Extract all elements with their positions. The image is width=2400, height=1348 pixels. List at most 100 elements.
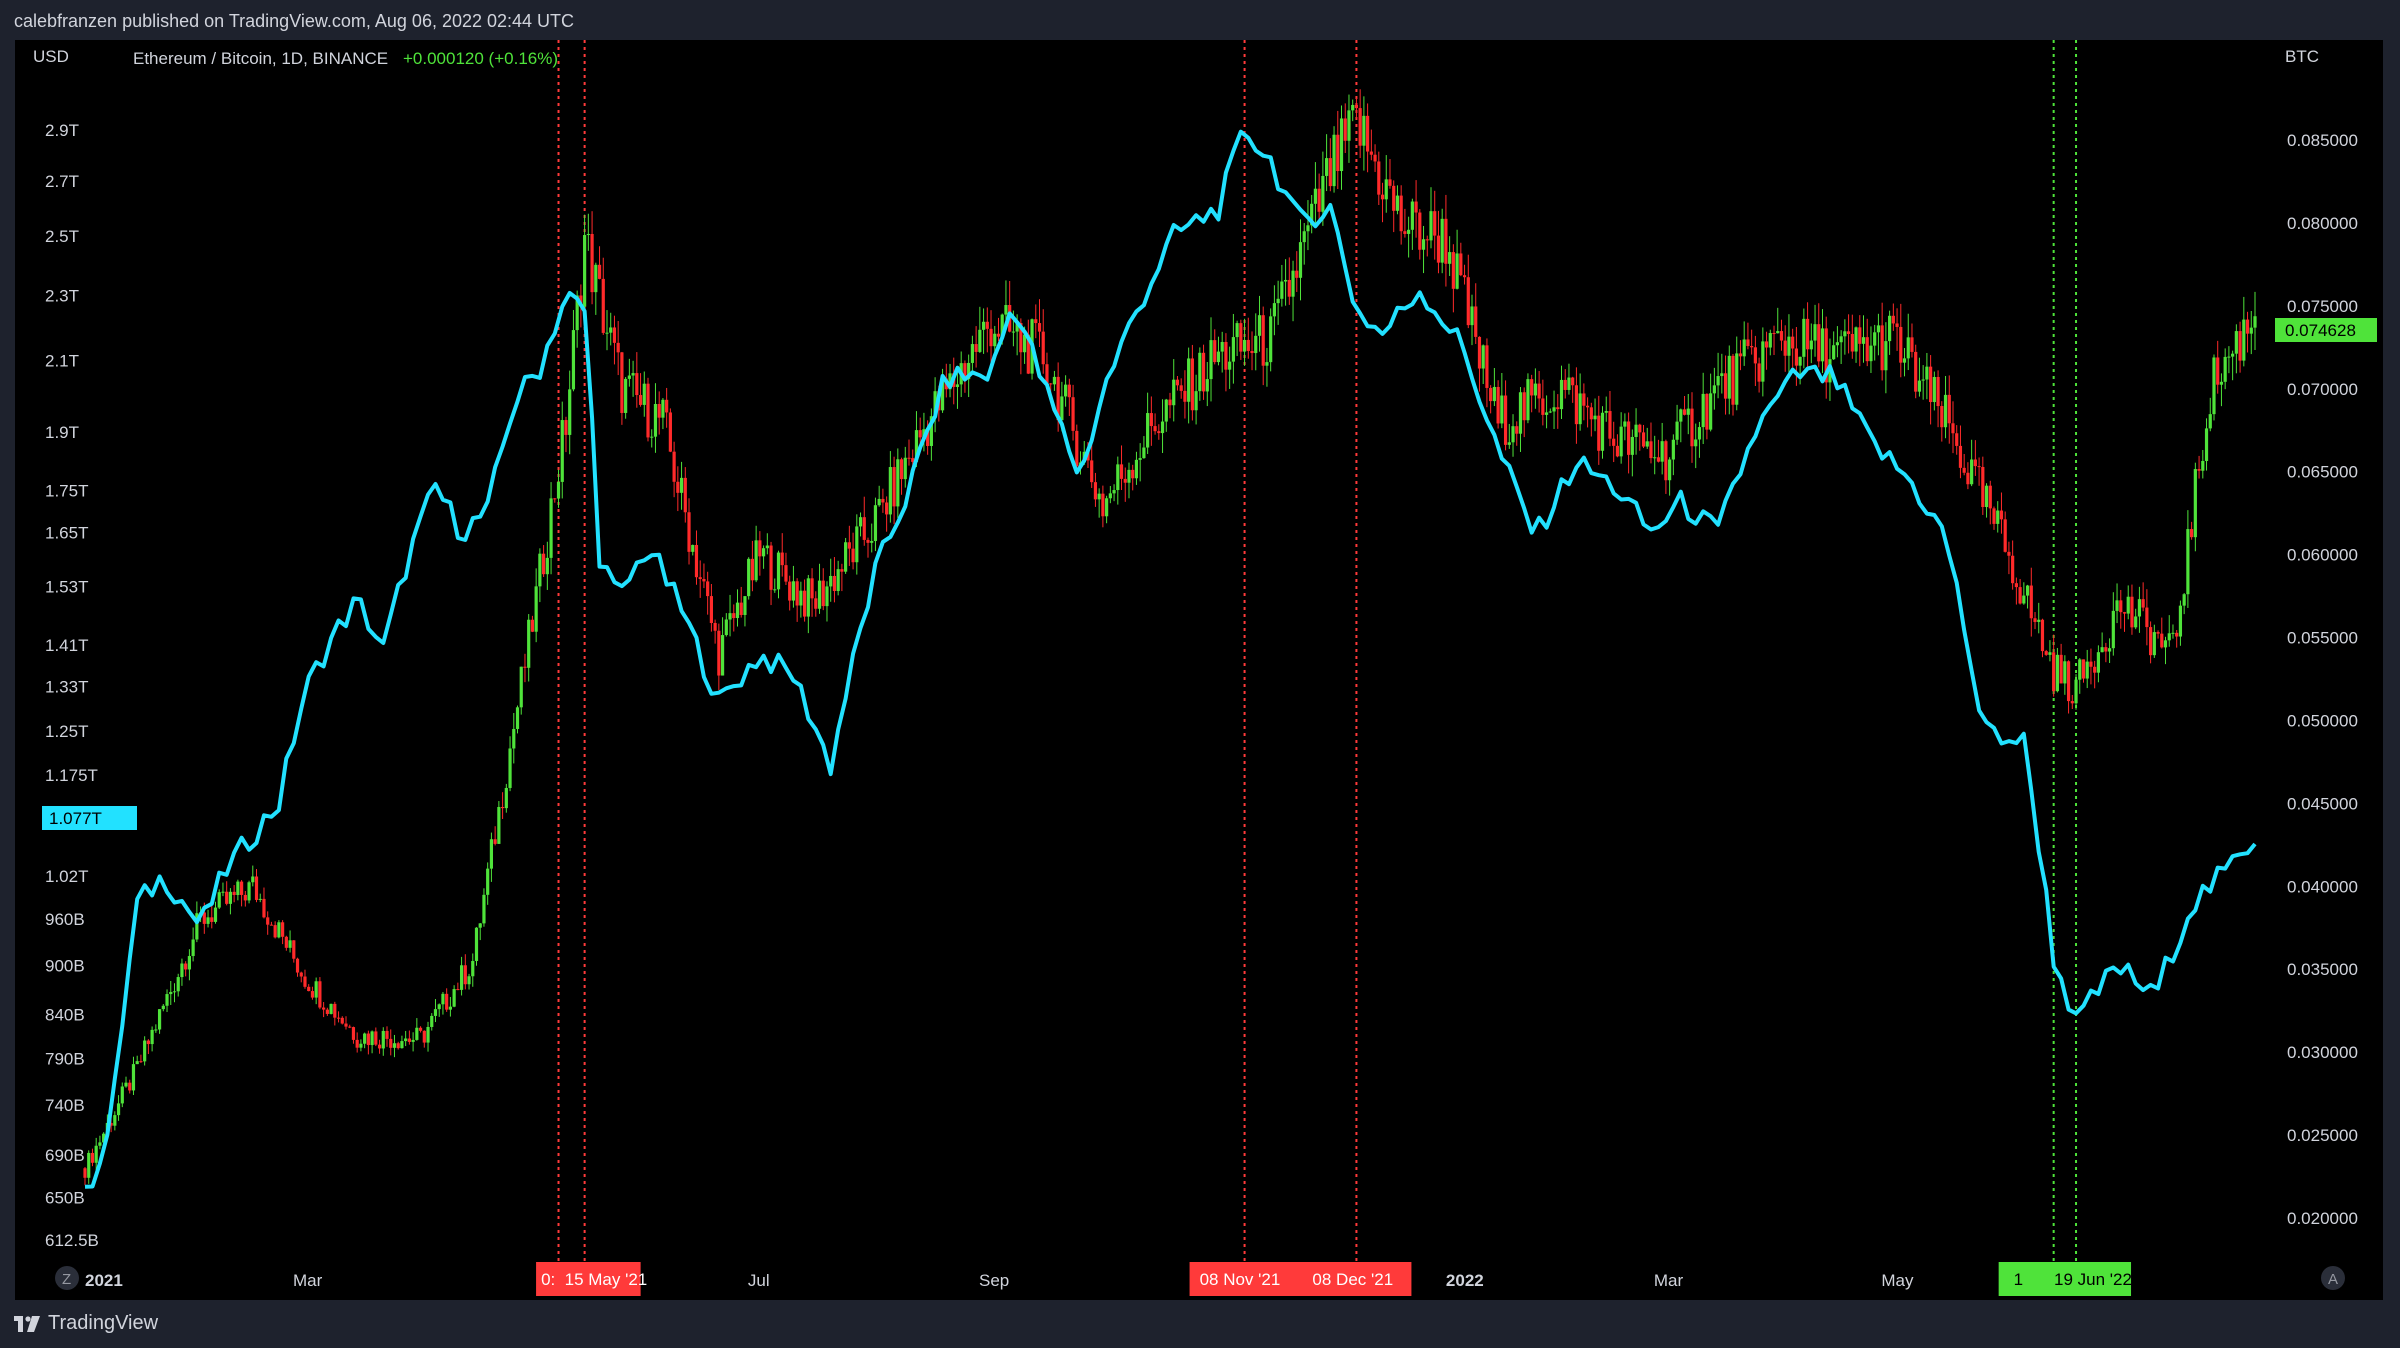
right-tick-label: 0.050000 [2287, 711, 2358, 730]
candle-body [978, 329, 982, 352]
candle-body [161, 1005, 165, 1010]
candle-body [1563, 379, 1567, 390]
candle-body [866, 539, 870, 543]
candle-body [538, 553, 542, 587]
candle-body [497, 806, 501, 844]
candle-body [1999, 510, 2004, 520]
candle-body [1093, 482, 1098, 500]
candle-body [1772, 333, 1776, 335]
candle-body [269, 924, 274, 926]
candle-body [631, 373, 635, 376]
candle-body [1731, 355, 1735, 405]
candle-body [474, 927, 479, 962]
candle-body [855, 526, 859, 563]
candle-body [605, 332, 609, 334]
candle-body [139, 1061, 143, 1063]
candle-body [1582, 393, 1586, 406]
candle-body [172, 991, 177, 993]
candle-body [873, 505, 878, 542]
candle-body [1399, 195, 1403, 232]
candle-body [694, 544, 699, 578]
candle-body [336, 1017, 341, 1019]
candle-body [2119, 600, 2123, 613]
left-tick-label: 2.3T [45, 286, 79, 305]
left-tick-label: 612.5B [45, 1231, 99, 1250]
candle-body [1149, 413, 1153, 427]
candle-body [2167, 633, 2171, 641]
candle-body [1056, 376, 1060, 421]
chart-area[interactable]: 2.9T 2.7T 2.5T 2.3T 2.1T 1.9T 1.75T 1.65T 1.53T 1… [15, 40, 2383, 1300]
candle-body [1697, 427, 1702, 440]
right-tick-label: 0.035000 [2287, 960, 2358, 979]
candle-body [1768, 333, 1772, 348]
candle-body [1723, 373, 1728, 399]
candle-body [568, 389, 572, 435]
candle-body [1533, 383, 1537, 396]
candle-body [687, 512, 691, 552]
candle-body [370, 1031, 374, 1046]
candle-body [948, 373, 952, 390]
a-button[interactable]: A [2321, 1266, 2345, 1290]
candle-body [1970, 459, 1974, 485]
candle-body [404, 1038, 408, 1042]
candle-body [2130, 596, 2134, 628]
candle-body [679, 477, 684, 493]
x-tick-label: 2022 [1446, 1271, 1484, 1290]
candle-body [1880, 325, 1884, 371]
candle-body [2212, 357, 2216, 415]
candle-body [1235, 323, 1239, 338]
candle-body [1764, 341, 1769, 348]
candle-body [627, 375, 631, 379]
chart-svg[interactable]: 2.9T 2.7T 2.5T 2.3T 2.1T 1.9T 1.75T 1.65T 1.53T 1… [15, 40, 2383, 1300]
candle-body [564, 420, 568, 435]
candle-body [1515, 426, 1519, 434]
candle-body [1209, 340, 1213, 380]
candle-body [672, 451, 676, 482]
candle-body [1567, 377, 1571, 390]
candle-body [1164, 399, 1168, 422]
candle-body [985, 321, 989, 329]
candle-body [1682, 409, 1687, 415]
candle-body [2081, 659, 2086, 679]
candle-body [232, 891, 236, 896]
candle-body [1358, 108, 1362, 146]
candle-body [1817, 324, 1821, 362]
left-tick-label: 2.9T [45, 121, 79, 140]
candle-body [2093, 666, 2097, 673]
left-tick-label: 690B [45, 1146, 85, 1165]
candle-body [2003, 519, 2007, 552]
candle-body [1623, 421, 1627, 427]
candle-body [926, 429, 930, 446]
z-button[interactable]: Z [55, 1266, 79, 1290]
candle-body [1787, 336, 1791, 356]
tradingview-logo[interactable]: TradingView [14, 1312, 158, 1335]
candle-body [1955, 433, 1959, 446]
marker-badge-may [536, 1262, 641, 1296]
candle-body [310, 991, 315, 998]
candle-body [1127, 469, 1131, 483]
candle-body [180, 963, 184, 978]
candle-body [1037, 323, 1042, 332]
candle-body [1522, 392, 1526, 421]
marker-badge-nov-dec [1189, 1262, 1412, 1296]
candle-body [1064, 384, 1068, 397]
candle-body [747, 558, 751, 597]
candle-body [344, 1023, 348, 1027]
candle-body [1791, 336, 1795, 349]
candle-body [2145, 607, 2149, 628]
candle-body [1470, 306, 1474, 326]
candle-body [303, 976, 307, 987]
candle-body [2055, 654, 2059, 692]
candle-body [277, 922, 281, 938]
candle-body [2018, 587, 2022, 604]
candle-body [441, 993, 445, 1005]
candle-body [575, 295, 579, 331]
candle-body [814, 598, 818, 609]
candle-body [2186, 529, 2190, 595]
candle-body [1541, 398, 1545, 415]
candle-body [668, 412, 672, 452]
candle-body [1802, 318, 1806, 357]
candle-body [1679, 409, 1683, 422]
candle-body [2052, 652, 2056, 692]
candle-body [1183, 390, 1187, 402]
